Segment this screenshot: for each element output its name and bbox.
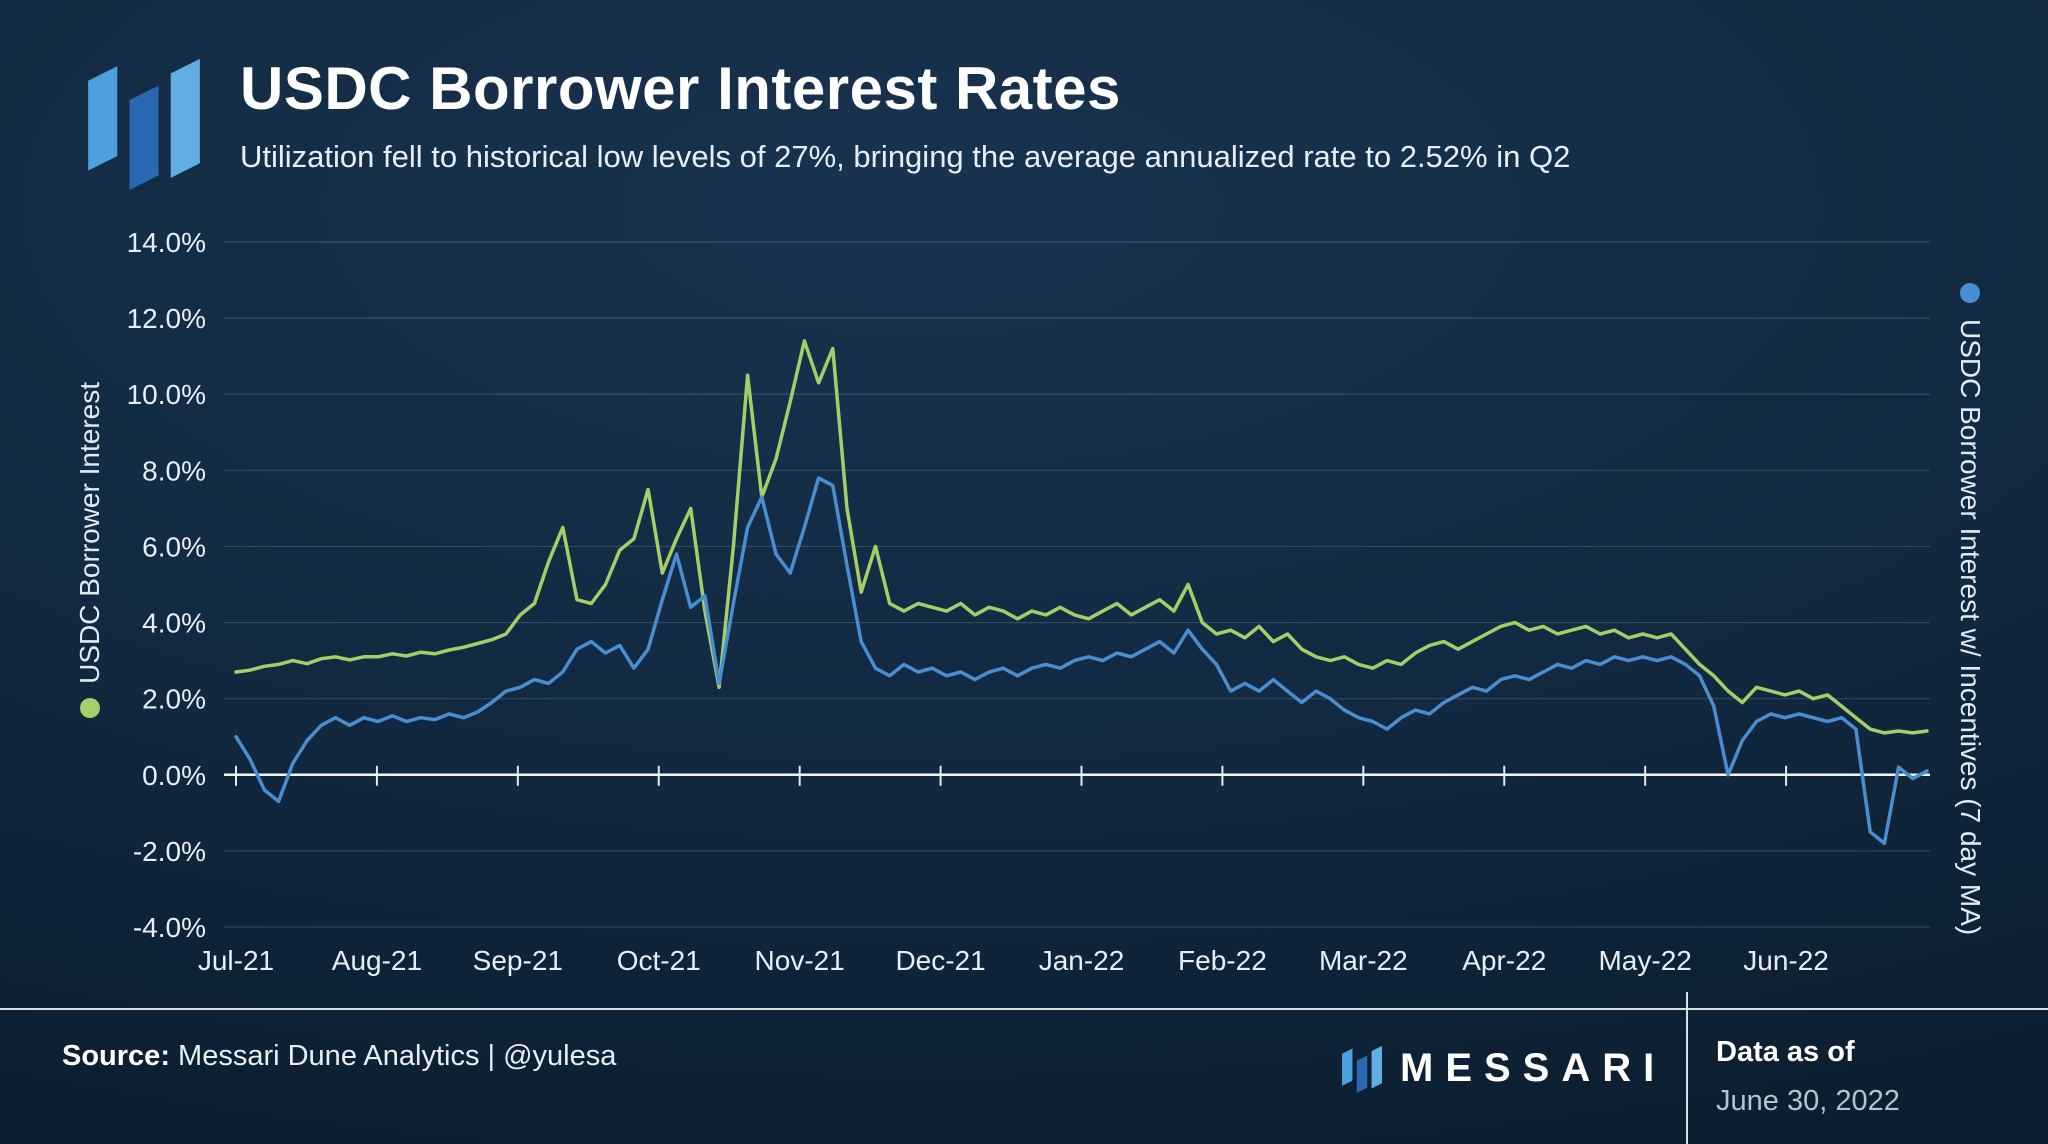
series-line	[234, 476, 1929, 846]
line-chart: 14.0% 12.0% 10.0% 8.0% 6.0% 4.0% 2.0% 0.0% -2.0%…	[127, 227, 1930, 976]
y-tick-label: -4.0%	[133, 912, 206, 943]
x-tick-label: Jun-22	[1743, 945, 1829, 976]
y-tick-label: 6.0%	[142, 531, 206, 562]
source-label: Source:	[62, 1040, 170, 1072]
green-series-dot	[80, 697, 100, 718]
messari-logo-icon-small	[1342, 1045, 1382, 1093]
messari-wordmark: MESSARI	[1342, 1044, 1666, 1093]
x-tick-label: Mar-22	[1319, 945, 1408, 976]
footer-divider-line	[0, 1008, 2048, 1010]
x-tick-label: Jul-21	[198, 945, 274, 976]
left-axis-title: USDC Borrower Interest	[74, 382, 106, 718]
page-subtitle: Utilization fell to historical low level…	[240, 139, 1571, 174]
y-tick-label: 0.0%	[142, 760, 206, 791]
right-axis-title-text: USDC Borrower Interest w/ Incentives (7 …	[1955, 319, 1986, 936]
y-tick-label: 10.0%	[127, 379, 206, 410]
x-tick-label: Jan-22	[1039, 945, 1125, 976]
x-tick-label: Apr-22	[1462, 945, 1546, 976]
y-tick-label: -2.0%	[133, 836, 206, 867]
left-axis-title-text: USDC Borrower Interest	[74, 382, 105, 684]
data-as-of-block: Data as of June 30, 2022	[1716, 1036, 1900, 1118]
x-tick-label: May-22	[1598, 945, 1691, 976]
series-line	[234, 339, 1929, 735]
y-tick-label: 8.0%	[142, 455, 206, 486]
page-title: USDC Borrower Interest Rates	[240, 55, 1121, 122]
blue-series-dot	[1960, 283, 1980, 303]
messari-logo-icon	[88, 54, 200, 190]
title-block: USDC Borrower Interest Rates Utilization…	[240, 54, 1570, 190]
x-tick-label: Feb-22	[1178, 945, 1267, 976]
data-as-of-label: Data as of	[1716, 1036, 1855, 1068]
data-as-of-value: June 30, 2022	[1716, 1085, 1900, 1117]
brand-name: MESSARI	[1400, 1046, 1667, 1090]
messari-logo-mark	[88, 58, 200, 190]
source-attribution: Source: Messari Dune Analytics | @yulesa	[62, 1040, 616, 1073]
footer-vertical-divider	[1686, 992, 1688, 1144]
y-tick-label: 4.0%	[142, 608, 206, 639]
right-axis-title: USDC Borrower Interest w/ Incentives (7 …	[1954, 283, 1986, 935]
x-tick-label: Dec-21	[895, 945, 985, 976]
header: USDC Borrower Interest Rates Utilization…	[88, 54, 1570, 190]
x-tick-label: Oct-21	[617, 945, 701, 976]
source-text: Messari Dune Analytics | @yulesa	[169, 1040, 617, 1072]
y-tick-label: 2.0%	[142, 684, 206, 715]
y-tick-label: 14.0%	[127, 227, 206, 258]
x-tick-label: Aug-21	[332, 945, 422, 976]
y-tick-label: 12.0%	[127, 303, 206, 334]
x-tick-label: Sep-21	[473, 945, 563, 976]
x-tick-label: Nov-21	[755, 945, 845, 976]
